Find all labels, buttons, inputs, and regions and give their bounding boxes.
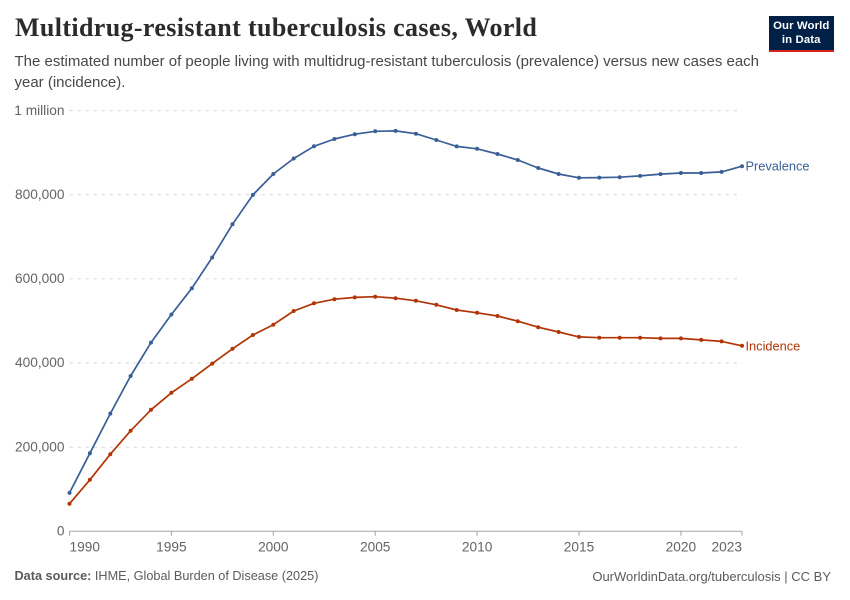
- svg-text:0: 0: [57, 524, 65, 539]
- svg-text:2023: 2023: [712, 540, 743, 555]
- svg-text:1990: 1990: [70, 540, 101, 555]
- svg-text:400,000: 400,000: [15, 355, 65, 370]
- svg-text:Prevalence: Prevalence: [746, 159, 810, 174]
- svg-text:2010: 2010: [462, 540, 493, 555]
- svg-text:2000: 2000: [258, 540, 289, 555]
- svg-text:2020: 2020: [666, 540, 697, 555]
- svg-text:200,000: 200,000: [15, 439, 65, 454]
- svg-text:1 million: 1 million: [14, 103, 64, 118]
- svg-text:2015: 2015: [564, 540, 595, 555]
- svg-text:1995: 1995: [156, 540, 187, 555]
- svg-text:Incidence: Incidence: [746, 338, 801, 353]
- svg-text:600,000: 600,000: [15, 271, 65, 286]
- svg-text:2005: 2005: [360, 540, 391, 555]
- svg-text:800,000: 800,000: [15, 187, 65, 202]
